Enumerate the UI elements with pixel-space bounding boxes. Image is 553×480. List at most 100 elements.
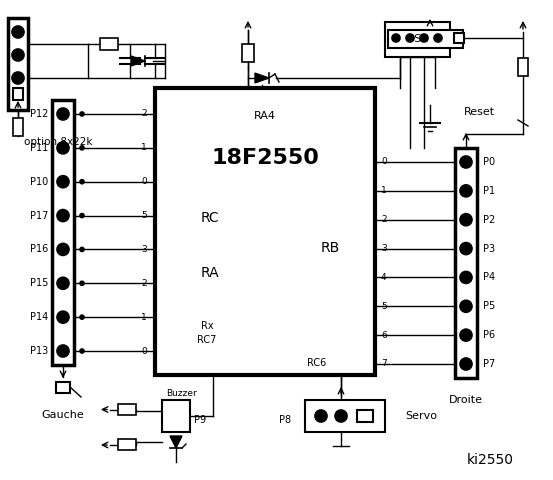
Text: 2: 2	[142, 109, 147, 119]
Text: P12: P12	[30, 109, 48, 119]
Text: 2: 2	[381, 215, 387, 224]
Text: 0: 0	[141, 347, 147, 356]
Text: RC6: RC6	[307, 358, 327, 368]
Circle shape	[57, 277, 69, 289]
Polygon shape	[131, 56, 145, 66]
Text: RA: RA	[201, 266, 220, 280]
Text: 1: 1	[141, 312, 147, 322]
Text: Servo: Servo	[405, 411, 437, 421]
Text: ki2550: ki2550	[467, 453, 514, 467]
Polygon shape	[170, 436, 182, 448]
Text: P14: P14	[30, 312, 48, 322]
Bar	[385, 22, 450, 57]
Text: P11: P11	[30, 143, 48, 153]
Circle shape	[460, 242, 472, 254]
Text: Droite: Droite	[449, 395, 483, 405]
Circle shape	[12, 26, 24, 38]
Circle shape	[57, 108, 69, 120]
Circle shape	[392, 34, 400, 42]
Circle shape	[434, 34, 442, 42]
Text: 3: 3	[381, 244, 387, 253]
Polygon shape	[255, 73, 269, 83]
Bar	[357, 410, 373, 422]
Circle shape	[460, 214, 472, 226]
Text: 2: 2	[142, 279, 147, 288]
Circle shape	[80, 214, 84, 217]
Bar	[455, 148, 477, 378]
Text: 1: 1	[381, 186, 387, 195]
Circle shape	[80, 281, 84, 285]
Text: P15: P15	[30, 278, 48, 288]
Bar	[242, 44, 254, 62]
Circle shape	[80, 349, 84, 353]
Text: RB: RB	[320, 241, 340, 255]
Bar	[162, 400, 190, 432]
Circle shape	[460, 300, 472, 312]
Circle shape	[335, 410, 347, 422]
Text: USB: USB	[406, 35, 429, 45]
Text: Buzzer: Buzzer	[166, 389, 197, 398]
Bar	[155, 88, 375, 375]
Bar	[56, 382, 70, 393]
Text: RC: RC	[201, 211, 220, 225]
Text: P10: P10	[30, 177, 48, 187]
Circle shape	[315, 410, 327, 422]
Text: P3: P3	[483, 243, 495, 253]
Circle shape	[460, 358, 472, 370]
Text: P9: P9	[194, 415, 206, 425]
Text: 1: 1	[141, 144, 147, 152]
Text: 7: 7	[381, 360, 387, 369]
Text: P6: P6	[483, 330, 495, 340]
Text: 5: 5	[381, 302, 387, 311]
Text: P4: P4	[483, 273, 495, 282]
Text: 0: 0	[141, 177, 147, 186]
Text: option 8x22k: option 8x22k	[24, 137, 92, 147]
Bar	[454, 33, 464, 43]
Circle shape	[460, 185, 472, 197]
Bar	[118, 439, 136, 450]
Text: 5: 5	[141, 211, 147, 220]
Circle shape	[80, 146, 84, 150]
Text: P13: P13	[30, 346, 48, 356]
Circle shape	[57, 210, 69, 222]
Circle shape	[420, 34, 428, 42]
Text: P0: P0	[483, 157, 495, 167]
Circle shape	[57, 243, 69, 255]
Bar	[100, 38, 118, 50]
Circle shape	[12, 72, 24, 84]
Text: P8: P8	[279, 415, 291, 425]
Circle shape	[57, 142, 69, 154]
Bar	[52, 100, 74, 365]
Bar	[388, 30, 463, 48]
Text: 6: 6	[381, 331, 387, 340]
Text: RA4: RA4	[254, 111, 276, 121]
Circle shape	[80, 315, 84, 319]
Circle shape	[80, 247, 84, 252]
Bar	[13, 88, 23, 100]
Text: Reset: Reset	[464, 107, 495, 117]
Circle shape	[57, 311, 69, 323]
Bar	[118, 404, 136, 415]
Text: Gauche: Gauche	[41, 410, 85, 420]
Bar	[8, 18, 28, 110]
Bar	[13, 118, 23, 136]
Circle shape	[80, 112, 84, 116]
Text: RC7: RC7	[197, 335, 217, 345]
Circle shape	[57, 345, 69, 357]
Text: 4: 4	[381, 273, 387, 282]
Text: P5: P5	[483, 301, 495, 312]
Circle shape	[460, 271, 472, 283]
Text: P16: P16	[30, 244, 48, 254]
Text: 18F2550: 18F2550	[211, 148, 319, 168]
Text: P17: P17	[30, 211, 48, 221]
Bar	[518, 58, 528, 76]
Text: P1: P1	[483, 186, 495, 196]
Text: Rx: Rx	[201, 321, 213, 331]
Circle shape	[12, 49, 24, 61]
Text: 0: 0	[381, 157, 387, 167]
Circle shape	[460, 329, 472, 341]
Bar	[305, 400, 385, 432]
Circle shape	[460, 156, 472, 168]
Text: 3: 3	[141, 245, 147, 254]
Circle shape	[406, 34, 414, 42]
